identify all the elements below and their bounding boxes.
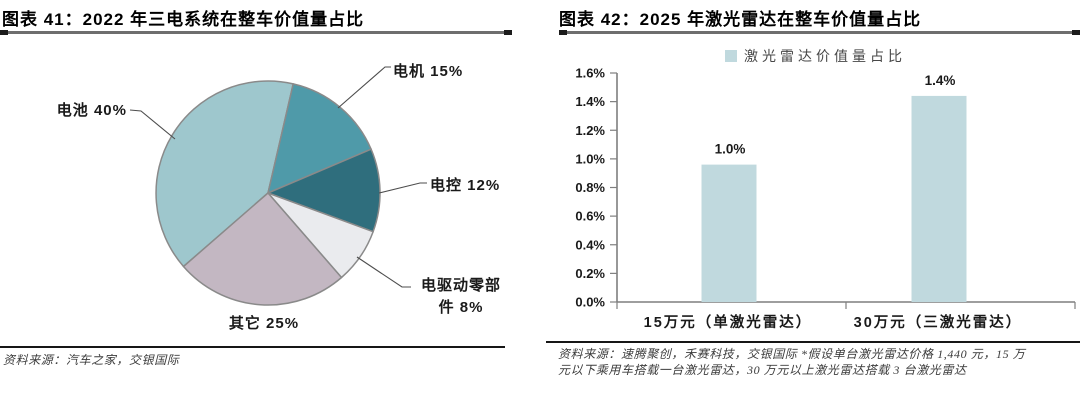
bar-value-label: 1.0% — [715, 142, 746, 157]
y-axis-tick-label: 0.4% — [575, 237, 605, 252]
figure-42-title-rule — [559, 30, 1080, 35]
pie-slice-5 — [182, 192, 343, 306]
legend-label: 激光雷达价值量占比 — [744, 48, 906, 64]
legend-swatch — [725, 50, 737, 62]
pie-leader-line — [337, 66, 391, 109]
pie-leader-line — [356, 256, 411, 288]
y-axis-tick-label: 1.2% — [575, 123, 605, 138]
pie-leader-line — [378, 182, 427, 194]
pie-slice-label: 电控 12% — [430, 176, 500, 194]
pie-slice-label: 件 8% — [439, 298, 484, 316]
pie-slice-label: 其它 25% — [229, 314, 299, 332]
pie-slice-label: 电池 40% — [57, 101, 127, 119]
pie-slice-3 — [267, 148, 381, 233]
bar-chart: 激光雷达价值量占比 0.0% 0.2% 0.4% 0.6% 0.8% 1.0% 1.2% 1.4… — [575, 48, 1076, 331]
pie-leader-line — [129, 109, 176, 140]
pie-slice-label: 电机 15% — [393, 62, 463, 80]
y-axis-tick-label: 1.0% — [575, 151, 605, 166]
figure-41-title-rule — [0, 30, 512, 35]
pie-slice-label: 电驱动零部 — [421, 276, 501, 294]
y-axis-tick-label: 1.4% — [575, 94, 605, 109]
y-axis-tick-label: 0.2% — [575, 266, 605, 281]
bar-1 — [701, 164, 757, 302]
bar-2 — [911, 95, 967, 303]
figure-41-title: 图表 41：2022 年三电系统在整车价值量占比 — [2, 10, 365, 29]
figure-42-bottom-rule — [546, 341, 1080, 343]
y-axis-tick-label: 1.6% — [575, 66, 605, 81]
y-axis-tick-label: 0.6% — [575, 209, 605, 224]
x-category-label: 30万元（三激光雷达） — [854, 313, 1023, 331]
pie-slice-2 — [267, 83, 372, 194]
pie-slice-1 — [155, 80, 294, 268]
y-axis-tick-label: 0.0% — [575, 295, 605, 310]
figure-42-title: 图表 42：2025 年激光雷达在整车价值量占比 — [559, 10, 922, 29]
y-axis-tick-label: 0.8% — [575, 180, 605, 195]
figure-41-source: 资料来源：汽车之家，交银国际 — [3, 353, 180, 367]
bar-value-label: 1.4% — [925, 73, 956, 88]
figure-42-source: 资料来源：速腾聚创，禾赛科技，交银国际 *假设单台激光雷达价格 1,440 元，… — [558, 347, 1026, 377]
figure-41-bottom-rule — [0, 346, 505, 348]
x-category-label: 15万元（单激光雷达） — [644, 313, 813, 331]
